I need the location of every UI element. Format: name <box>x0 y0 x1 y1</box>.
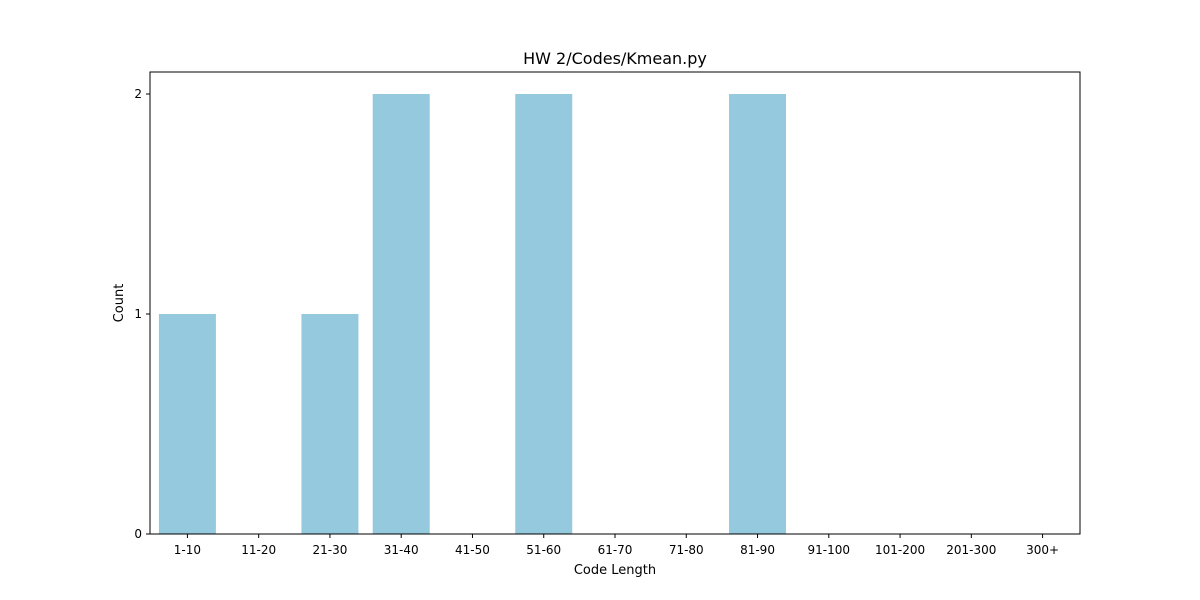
x-tick-label: 201-300 <box>946 543 996 557</box>
x-tick-label: 1-10 <box>174 543 201 557</box>
x-tick-label: 81-90 <box>740 543 775 557</box>
bars-group <box>158 94 787 534</box>
x-tick-label: 41-50 <box>455 543 490 557</box>
x-tick-label: 21-30 <box>313 543 348 557</box>
y-ticks-group: 0 1 2 <box>134 87 150 541</box>
x-tick-label: 61-70 <box>598 543 633 557</box>
axes-group <box>149 71 1081 535</box>
x-tick-label: 31-40 <box>384 543 419 557</box>
x-tick-label: 11-20 <box>241 543 276 557</box>
y-tick-label: 0 <box>134 527 142 541</box>
x-tick-label: 300+ <box>1026 543 1059 557</box>
y-axis-label: Count <box>112 284 127 323</box>
x-tick-label: 101-200 <box>875 543 925 557</box>
x-tick-label: 71-80 <box>669 543 704 557</box>
chart-title: HW 2/Codes/Kmean.py <box>523 49 707 68</box>
y-tick-label: 1 <box>134 307 142 321</box>
bar <box>729 94 787 534</box>
plot-frame <box>149 71 1081 535</box>
bar <box>515 94 573 534</box>
x-axis-label: Code Length <box>574 563 656 578</box>
y-tick-label: 2 <box>134 87 142 101</box>
bar <box>158 314 216 534</box>
x-tick-label: 91-100 <box>808 543 851 557</box>
bar <box>372 94 430 534</box>
bar <box>301 314 359 534</box>
x-ticks-group: 1-10 11-20 21-30 31-40 41-50 51-60 61-70 71-80 8… <box>174 534 1059 557</box>
x-tick-label: 51-60 <box>526 543 561 557</box>
